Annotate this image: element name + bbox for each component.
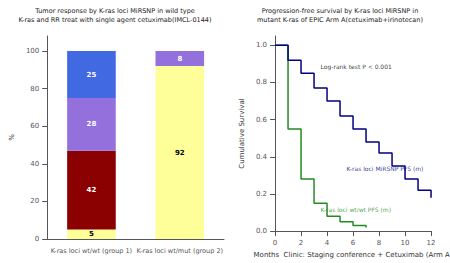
svg-text:0.2: 0.2 — [256, 190, 267, 198]
svg-text:K-ras loci wt/wt (group 1): K-ras loci wt/wt (group 1) — [51, 247, 132, 255]
svg-text:25: 25 — [87, 71, 97, 79]
svg-text:mutant K-ras of EPIC Arm A(cet: mutant K-ras of EPIC Arm A(cetuximab+iri… — [257, 16, 423, 24]
svg-text:0.8: 0.8 — [256, 78, 267, 86]
svg-text:K-ras loci wt/mut (group 2): K-ras loci wt/mut (group 2) — [137, 247, 224, 255]
svg-text:0.0: 0.0 — [256, 227, 267, 235]
svg-text:100: 100 — [26, 47, 39, 55]
svg-text:42: 42 — [87, 186, 97, 194]
svg-text:6: 6 — [351, 239, 356, 247]
svg-text:10: 10 — [401, 239, 410, 247]
svg-text:Log-rank test P < 0.001: Log-rank test P < 0.001 — [321, 63, 392, 71]
svg-text:0: 0 — [273, 239, 277, 247]
svg-text:K-ras loci MiRSNP PFS (m): K-ras loci MiRSNP PFS (m) — [347, 165, 424, 172]
svg-text:80: 80 — [30, 85, 39, 93]
svg-text:92: 92 — [175, 149, 185, 157]
svg-text:8: 8 — [377, 239, 381, 247]
svg-text:20: 20 — [30, 197, 39, 205]
svg-text:1.0: 1.0 — [256, 41, 267, 49]
svg-text:40: 40 — [30, 160, 39, 168]
svg-text:Tumor response by K-ras loci M: Tumor response by K-ras loci MiRSNP in w… — [34, 7, 195, 15]
svg-text:4: 4 — [325, 239, 330, 247]
svg-text:K-ras and RR treat with single: K-ras and RR treat with single agent cet… — [19, 16, 212, 24]
svg-text:K-ras loci wt/wt PFS (m): K-ras loci wt/wt PFS (m) — [321, 206, 392, 213]
svg-text:Progression-free survival by K: Progression-free survival by K-ras loci … — [262, 7, 419, 15]
svg-text:60: 60 — [30, 122, 39, 130]
svg-text:12: 12 — [427, 239, 436, 247]
svg-text:28: 28 — [87, 120, 97, 128]
svg-text:%: % — [8, 134, 16, 141]
svg-text:2: 2 — [299, 239, 303, 247]
svg-text:5: 5 — [89, 230, 94, 238]
svg-text:Cumulative Survival: Cumulative Survival — [238, 98, 246, 168]
svg-text:0.6: 0.6 — [256, 116, 268, 124]
svg-text:Months Clinic: Staging confer: Months Clinic: Staging conference + Cetu… — [254, 251, 450, 259]
svg-text:8: 8 — [177, 55, 182, 63]
svg-text:0.4: 0.4 — [256, 153, 268, 161]
svg-text:0: 0 — [35, 235, 39, 243]
